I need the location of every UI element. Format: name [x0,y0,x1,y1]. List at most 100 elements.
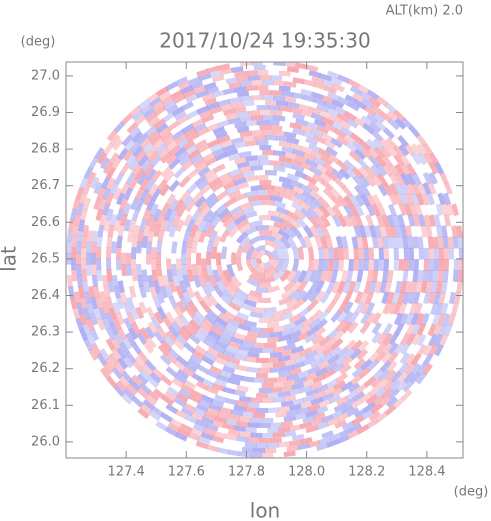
radar-cell [84,291,92,304]
radar-cell [193,290,204,304]
radar-cell [245,120,258,127]
radar-cell [397,135,409,148]
radar-cell [148,183,159,197]
x-tick-label: 128.0 [288,465,325,480]
radar-cell [145,111,158,124]
radar-cell [155,142,168,155]
radar-cell [437,313,446,326]
radar-cell [86,171,97,185]
radar-cell [173,316,185,329]
radar-cell [366,418,379,429]
radar-cell [427,182,437,195]
chart-title: 2017/10/24 19:35:30 [159,29,370,53]
radar-cell [400,389,413,402]
radar-cell [322,368,336,379]
radar-cell [168,144,181,156]
radar-cell [291,397,305,406]
radar-cell [389,225,398,238]
radar-cell [122,202,132,216]
radar-cell [308,290,320,303]
radar-cell [160,339,172,352]
radar-cell [343,347,356,360]
radar-cell [313,412,326,421]
radar-cell [136,241,143,254]
radar-cell [193,214,205,227]
radar-cell [241,446,254,453]
radar-cell [411,333,422,346]
radar-cell [345,389,359,401]
radar-cell [96,186,106,200]
radar-cell [379,395,392,408]
radar-cell [352,391,366,402]
radar-cell [236,400,249,407]
radar-cell [381,270,389,283]
radar-cell [295,216,308,229]
x-axis-label: lon [250,499,280,521]
radar-cell [280,259,289,273]
radar-cell [105,208,114,221]
radar-cell [256,140,269,146]
y-tick-label: 26.7 [31,178,60,193]
radar-cell [230,297,244,308]
radar-cell [323,385,337,396]
radar-cell [335,235,344,249]
radar-cell [354,383,368,395]
radar-cell [388,182,399,196]
radar-cell [348,194,360,207]
radar-cell [188,76,201,86]
radar-cell [302,394,316,403]
radar-cell [356,348,369,361]
radar-cell [250,346,263,353]
radar-cell [321,430,334,439]
radar-cell [123,218,132,232]
radar-cell [280,349,294,357]
radar-cell [428,171,438,185]
radar-cell [302,190,315,202]
radar-cell [258,297,272,304]
radar-cell [356,157,369,170]
radar-cell [217,99,231,107]
radar-cell [220,139,233,148]
radar-cell [196,263,204,277]
radar-cell [256,442,268,449]
radar-cell [225,77,239,85]
radar-cell [281,90,294,98]
radar-cell [86,241,92,254]
radar-cell [291,201,304,213]
radar-cell [285,297,299,308]
radar-cell [83,338,93,352]
radar-cell [286,101,300,109]
radar-cell [67,285,75,299]
radar-cell [194,139,208,150]
radar-cell [340,270,349,283]
radar-cell [326,417,340,427]
radar-cell [192,349,205,361]
radar-cell [108,307,118,320]
radar-cell [427,270,434,283]
radar-cell [333,329,346,342]
radar-cell [270,215,284,224]
radar-cell [82,224,90,237]
radar-cell [351,236,359,249]
radar-cell [182,441,196,450]
radar-cell [412,291,421,305]
radar-cell [134,355,146,368]
radar-cell [396,371,409,384]
radar-cell [182,194,194,208]
radar-cell [236,435,249,443]
radar-cell [111,347,122,361]
radar-cell [267,259,274,266]
radar-cell [253,64,266,71]
radar-cell [131,374,143,387]
radar-cell [153,311,164,325]
radar-cell [336,395,349,406]
radar-cell [358,247,365,260]
radar-cell [159,353,172,366]
radar-cell [280,288,294,300]
radar-cell [239,416,252,423]
radar-cell [252,306,265,313]
radar-cell [122,356,134,369]
radar-cell [353,247,360,260]
radar-cell [212,320,226,332]
radar-cell [382,332,394,346]
